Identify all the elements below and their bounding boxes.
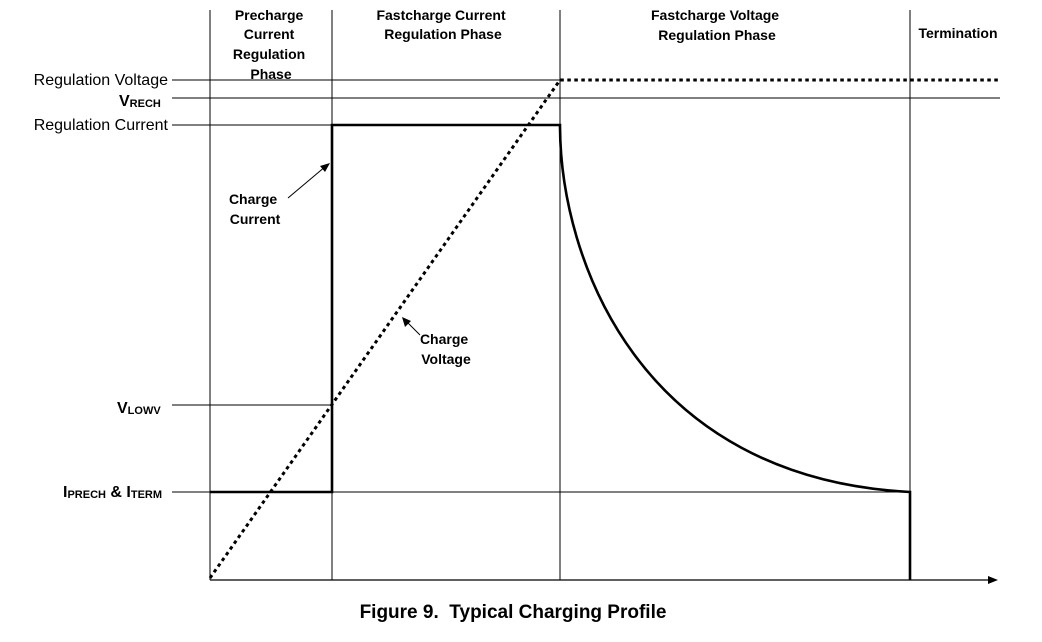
time-axis-arrow [988,576,998,584]
charge-voltage-pointer-head [402,317,411,327]
vlowv-label: VLOWV [117,400,161,417]
regulation-voltage-label: Regulation Voltage [34,72,168,89]
regulation-current-label: Regulation Current [34,117,169,134]
charge-current-pointer [287,165,327,199]
charge-current-curve [210,123,912,580]
charge-current-annotation: Charge Current [229,191,281,227]
fastcharge-current-phase-label: Fastcharge Current Regulation Phase [376,7,509,42]
iprech-iterm-label: IPRECH & ITERM [63,484,162,501]
termination-phase-label: Termination [918,25,997,41]
fastcharge-voltage-phase-label: Fastcharge Voltage Regulation Phase [651,7,783,43]
charge-voltage-annotation: Charge Voltage [420,331,472,367]
charge-current-pointer-head [320,163,330,172]
precharge-phase-label: Precharge Current Regulation Phase [233,7,309,82]
figure-caption: Figure 9. Typical Charging Profile [360,602,667,623]
vrech-label: VRECH [119,93,161,110]
charge-voltage-curve [208,78,1000,579]
